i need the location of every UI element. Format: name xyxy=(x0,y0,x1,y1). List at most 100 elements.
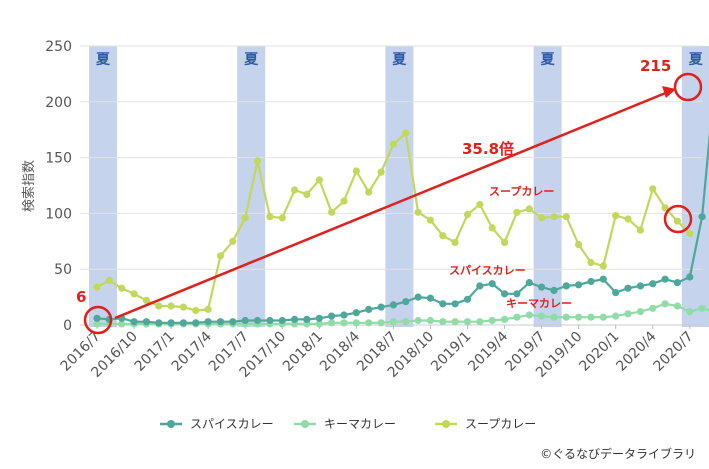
data-point xyxy=(513,290,521,298)
data-point xyxy=(204,318,212,326)
data-point xyxy=(216,252,225,260)
y-tick-label: 250 xyxy=(45,39,72,55)
data-point xyxy=(167,302,175,310)
legend-swatch-dot xyxy=(167,420,175,428)
data-point xyxy=(291,186,299,194)
data-point xyxy=(253,157,262,165)
data-point xyxy=(340,197,348,205)
data-point xyxy=(402,318,410,326)
data-point xyxy=(575,313,583,321)
data-point xyxy=(673,217,682,225)
summer-label: 夏 xyxy=(541,51,556,68)
data-point xyxy=(105,276,113,284)
data-point xyxy=(476,282,484,290)
x-tick-label: 2018/4 xyxy=(317,328,363,374)
series-2 xyxy=(93,129,694,315)
data-point xyxy=(686,273,694,281)
data-point xyxy=(192,319,200,327)
data-point xyxy=(241,316,249,325)
y-axis-label: 検索指数 xyxy=(22,160,37,212)
x-tick-label: 2017/4 xyxy=(169,328,215,374)
data-point xyxy=(303,190,311,198)
data-point xyxy=(599,275,607,283)
x-tick-label: 2018/1 xyxy=(280,329,326,375)
data-point xyxy=(414,293,422,301)
data-point xyxy=(575,281,583,289)
summer-bands: 夏夏夏夏夏 xyxy=(89,46,709,327)
data-point xyxy=(426,316,434,325)
data-point xyxy=(451,238,459,246)
x-tick-label: 2020/4 xyxy=(613,328,659,374)
data-point xyxy=(142,318,150,326)
keema-curry-label: キーマカレー xyxy=(506,297,572,310)
data-point xyxy=(686,229,694,238)
data-point xyxy=(389,140,397,148)
data-point xyxy=(550,213,558,221)
data-point xyxy=(562,313,570,321)
data-point xyxy=(673,302,682,310)
data-point xyxy=(352,319,360,327)
data-point xyxy=(476,318,484,326)
growth-label: 35.8倍 xyxy=(462,140,514,158)
data-point xyxy=(204,305,212,313)
legend-label: スパイスカレー xyxy=(190,417,274,431)
data-point xyxy=(93,283,101,291)
data-point xyxy=(365,188,373,196)
data-point xyxy=(352,167,360,175)
x-tick-label: 2019/4 xyxy=(465,328,511,374)
data-point xyxy=(377,319,385,327)
data-point xyxy=(463,318,472,326)
data-point xyxy=(661,300,669,308)
x-tick-label: 2020/7 xyxy=(650,329,696,375)
data-point xyxy=(550,286,558,294)
data-point xyxy=(501,290,509,298)
data-point xyxy=(612,312,620,320)
series-layer xyxy=(93,129,709,328)
data-point xyxy=(93,320,101,328)
data-point xyxy=(476,200,484,209)
data-point xyxy=(315,176,323,184)
data-point xyxy=(291,315,299,323)
data-point xyxy=(192,306,200,315)
end-value-label: 215 xyxy=(640,57,671,75)
data-point xyxy=(525,205,533,213)
credit-text: ©ぐるなびデータライブラリ xyxy=(540,446,696,461)
start-value-label: 6 xyxy=(76,288,86,306)
legend-label: スープカレー xyxy=(465,417,536,431)
legend: スパイスカレー キーマカレー スープカレー xyxy=(160,417,536,431)
data-point xyxy=(525,311,533,319)
data-point xyxy=(501,238,509,246)
start-circle xyxy=(83,305,113,335)
data-point xyxy=(365,305,373,313)
legend-label: キーマカレー xyxy=(324,417,396,431)
data-point xyxy=(315,314,323,322)
data-point xyxy=(414,316,422,325)
data-point xyxy=(118,320,126,328)
y-tick-label: 200 xyxy=(45,95,72,111)
data-point xyxy=(253,316,262,325)
data-point xyxy=(636,282,645,290)
y-axis: 0 50 100 150 200 250 xyxy=(45,39,72,334)
data-point xyxy=(673,279,682,287)
y-tick-label: 150 xyxy=(45,151,72,167)
data-point xyxy=(402,298,410,306)
data-point xyxy=(229,318,237,326)
series-1 xyxy=(93,300,709,328)
data-point xyxy=(562,213,570,221)
data-point xyxy=(463,295,472,303)
data-point xyxy=(698,213,706,221)
data-point xyxy=(179,303,187,311)
data-point xyxy=(599,313,607,321)
data-point xyxy=(377,303,385,311)
x-tick-label: 2017/1 xyxy=(132,329,178,375)
data-point xyxy=(352,309,360,317)
x-tick-label: 2019/1 xyxy=(428,329,474,375)
crossover-circle xyxy=(663,204,693,234)
data-point xyxy=(365,319,373,327)
data-point xyxy=(649,280,657,288)
data-point xyxy=(439,318,447,326)
data-point xyxy=(130,290,138,298)
data-point xyxy=(278,214,286,222)
data-point xyxy=(130,318,138,326)
data-point xyxy=(167,319,175,327)
